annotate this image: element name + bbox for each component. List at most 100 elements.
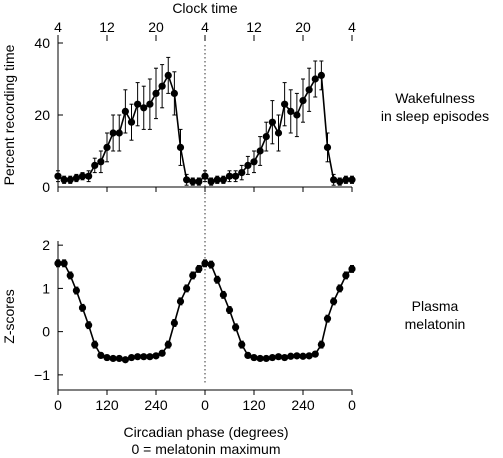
data-point-1-34 bbox=[262, 354, 270, 363]
y-tick-label-1-3: 2 bbox=[42, 237, 50, 253]
data-point-0-18 bbox=[164, 71, 172, 79]
data-point-1-10 bbox=[115, 354, 123, 363]
data-point-1-5 bbox=[85, 321, 93, 329]
bottom-panel-label-line1: Plasma bbox=[411, 298, 459, 314]
x-tick-label-4: 120 bbox=[242, 397, 266, 413]
data-point-0-30 bbox=[238, 169, 246, 177]
data-point-1-35 bbox=[268, 353, 276, 362]
top-axis-tick-label-5: 20 bbox=[295, 19, 311, 35]
data-point-1-16 bbox=[152, 352, 160, 360]
data-point-0-32 bbox=[250, 158, 258, 166]
data-point-0-40 bbox=[299, 97, 307, 105]
x-tick-label-6: 0 bbox=[348, 397, 356, 413]
data-point-1-44 bbox=[323, 315, 332, 323]
data-point-0-15 bbox=[146, 100, 154, 108]
top-axis-tick-label-2: 20 bbox=[148, 19, 164, 35]
data-point-1-32 bbox=[250, 353, 258, 362]
y-tick-label-0-0: 0 bbox=[42, 179, 50, 195]
data-point-0-16 bbox=[152, 89, 160, 97]
x-tick-label-0: 0 bbox=[54, 397, 62, 413]
data-point-1-38 bbox=[287, 352, 295, 360]
data-point-0-34 bbox=[262, 133, 270, 141]
y-axis-title-1: Z-scores bbox=[1, 289, 17, 343]
data-point-0-12 bbox=[127, 118, 136, 126]
clock-time-title: Clock time bbox=[172, 0, 238, 16]
data-point-0-43 bbox=[317, 71, 325, 79]
data-point-0-2 bbox=[66, 176, 74, 184]
data-point-0-25 bbox=[207, 178, 215, 186]
top-axis-tick-label-4: 12 bbox=[246, 19, 262, 35]
data-point-1-41 bbox=[305, 352, 313, 360]
data-point-0-37 bbox=[281, 100, 289, 108]
data-point-1-4 bbox=[78, 304, 87, 312]
data-point-1-31 bbox=[244, 351, 252, 360]
top-axis-tick-label-6: 4 bbox=[348, 19, 356, 35]
data-point-0-11 bbox=[121, 107, 129, 115]
data-point-1-14 bbox=[140, 353, 148, 361]
data-point-1-3 bbox=[72, 286, 80, 295]
data-point-1-1 bbox=[60, 259, 68, 267]
data-point-0-26 bbox=[213, 176, 221, 184]
data-point-0-3 bbox=[72, 174, 80, 182]
data-point-1-7 bbox=[97, 351, 105, 360]
data-point-1-48 bbox=[348, 265, 356, 273]
data-point-1-11 bbox=[121, 356, 129, 364]
data-point-0-9 bbox=[109, 129, 117, 137]
data-point-0-44 bbox=[323, 143, 332, 151]
data-point-0-20 bbox=[176, 143, 185, 151]
data-point-0-13 bbox=[134, 100, 142, 108]
data-point-0-14 bbox=[140, 104, 148, 112]
y-tick-label-1-0: −1 bbox=[34, 367, 50, 383]
data-point-1-19 bbox=[170, 319, 178, 327]
data-point-0-4 bbox=[78, 172, 87, 180]
data-point-0-0 bbox=[54, 172, 62, 180]
data-point-1-28 bbox=[225, 306, 234, 314]
data-point-1-21 bbox=[183, 284, 191, 292]
data-point-1-43 bbox=[317, 341, 325, 349]
data-point-0-21 bbox=[183, 176, 191, 184]
y-tick-label-1-1: 0 bbox=[42, 324, 50, 340]
data-point-0-28 bbox=[225, 172, 234, 180]
data-point-0-19 bbox=[170, 89, 178, 97]
data-point-0-8 bbox=[103, 143, 111, 151]
data-point-0-45 bbox=[330, 176, 338, 184]
data-point-1-24 bbox=[201, 259, 209, 267]
data-point-0-5 bbox=[85, 172, 93, 180]
data-point-1-13 bbox=[134, 353, 142, 361]
data-point-0-47 bbox=[342, 176, 350, 184]
data-point-0-33 bbox=[256, 147, 264, 155]
data-point-1-46 bbox=[336, 284, 344, 292]
data-point-1-47 bbox=[342, 271, 350, 280]
data-point-0-29 bbox=[232, 172, 240, 180]
data-point-1-45 bbox=[330, 297, 338, 305]
data-point-1-42 bbox=[311, 350, 319, 358]
top-panel-label-line1: Wakefulness bbox=[395, 90, 475, 106]
data-point-1-39 bbox=[293, 352, 301, 360]
data-point-1-8 bbox=[103, 353, 111, 362]
data-point-0-23 bbox=[195, 178, 203, 186]
y-tick-label-0-2: 40 bbox=[34, 35, 50, 51]
data-point-1-22 bbox=[189, 271, 197, 280]
y-tick-label-1-2: 1 bbox=[42, 280, 50, 296]
data-point-0-22 bbox=[189, 178, 197, 186]
data-point-1-17 bbox=[158, 349, 166, 357]
top-axis-tick-label-0: 4 bbox=[54, 19, 62, 35]
x-tick-label-1: 120 bbox=[95, 397, 119, 413]
data-point-0-46 bbox=[336, 178, 344, 186]
data-point-1-25 bbox=[207, 261, 215, 269]
data-point-1-23 bbox=[195, 265, 203, 273]
data-point-1-18 bbox=[164, 341, 172, 349]
data-point-1-36 bbox=[274, 353, 283, 361]
data-point-0-42 bbox=[311, 75, 319, 83]
data-point-1-26 bbox=[213, 276, 221, 284]
data-point-0-38 bbox=[287, 107, 295, 115]
data-point-0-24 bbox=[201, 172, 209, 180]
data-point-1-15 bbox=[146, 353, 154, 361]
data-point-0-10 bbox=[115, 129, 123, 137]
data-point-1-30 bbox=[238, 341, 246, 349]
data-point-1-33 bbox=[256, 354, 264, 363]
data-point-1-29 bbox=[232, 323, 240, 331]
data-point-0-41 bbox=[305, 86, 313, 94]
data-point-0-31 bbox=[244, 161, 252, 169]
x-axis-title: Circadian phase (degrees) bbox=[123, 424, 289, 440]
